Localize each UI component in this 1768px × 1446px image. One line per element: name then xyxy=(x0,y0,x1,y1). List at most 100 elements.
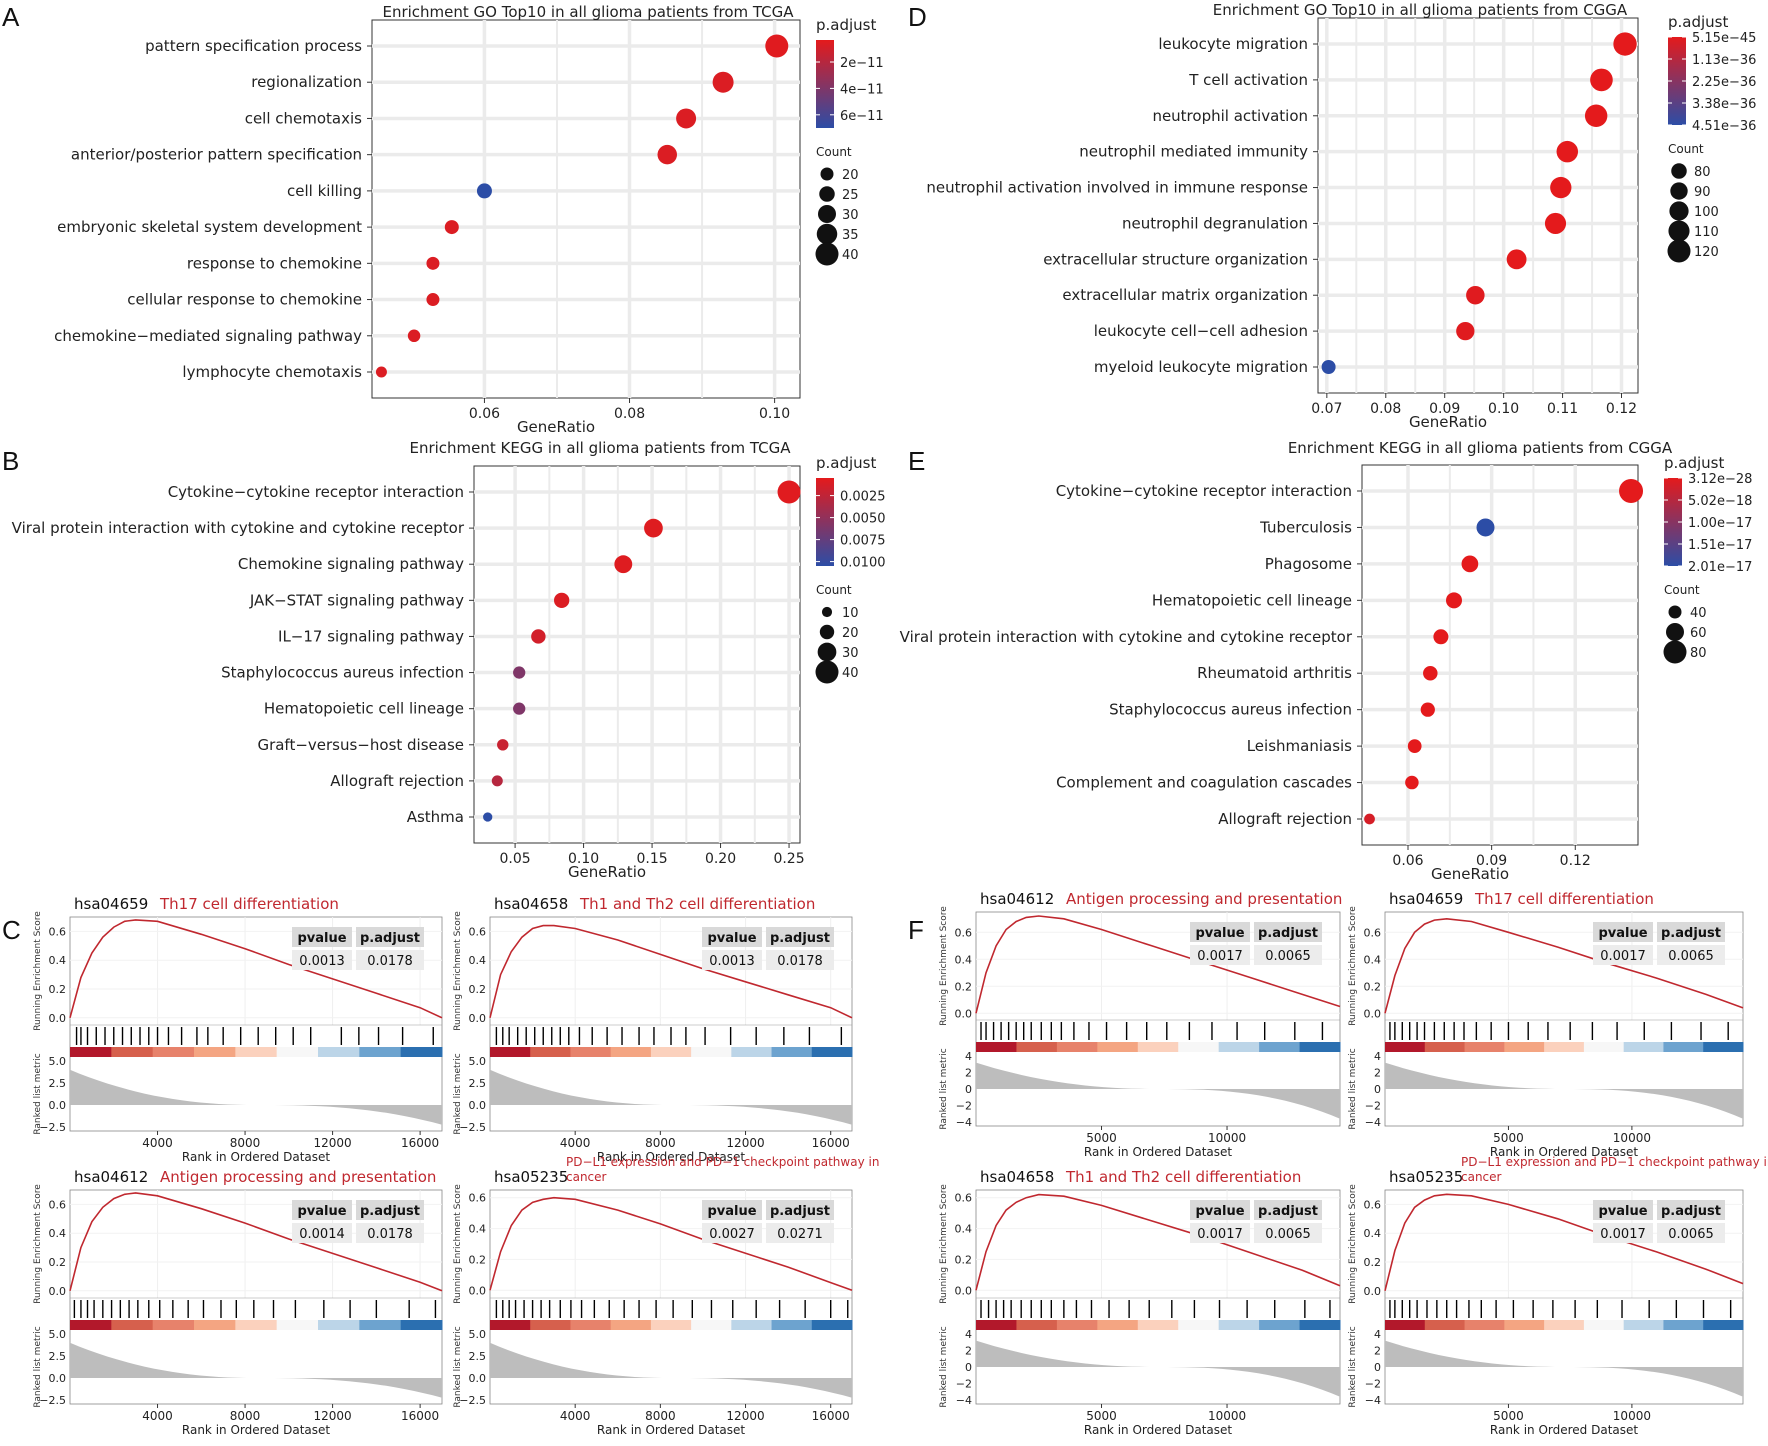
term-label-extracellular-structure-organization: extracellular structure organization xyxy=(1043,250,1308,268)
rank-color-segment xyxy=(111,1320,154,1330)
dot-cell-chemotaxis xyxy=(676,108,697,129)
dot-complement-and-coagulation-cascades xyxy=(1405,775,1419,790)
color-legend-bar xyxy=(1664,478,1682,566)
dot-graft-versus-host-disease xyxy=(497,739,509,751)
x-tick-label: 0.12 xyxy=(1560,853,1591,869)
y-axis-label-score: Running Enrichment Score xyxy=(939,1184,949,1304)
x-tick-label: 0.15 xyxy=(636,851,667,867)
ranked-metric-area xyxy=(1385,1340,1743,1397)
padjust-value: 0.0178 xyxy=(777,954,823,969)
padjust-header-cell xyxy=(766,927,834,947)
x-axis-label: Rank in Ordered Dataset xyxy=(1490,1423,1638,1437)
size-legend-dot xyxy=(1667,239,1691,263)
x-tick-label: 12000 xyxy=(313,1136,351,1150)
enrichment-curve xyxy=(489,1196,853,1292)
metric-tick-label: 4 xyxy=(965,1328,972,1341)
gene-set-name: Th1 and Th2 cell differentiation xyxy=(579,895,815,913)
x-axis-label: GeneRatio xyxy=(517,418,595,436)
x-tick-label: 10000 xyxy=(1613,1409,1651,1423)
metric-tick-label: 0 xyxy=(965,1083,972,1096)
dot-cell-killing xyxy=(476,183,492,199)
term-label-hematopoietic-cell-lineage: Hematopoietic cell lineage xyxy=(264,700,464,718)
pvalue-value-cell xyxy=(702,950,762,970)
ranked-metric-area xyxy=(1385,1062,1743,1119)
gene-set-name: Th1 and Th2 cell differentiation xyxy=(1065,1168,1301,1186)
rank-color-segment xyxy=(570,1047,612,1057)
panel-label-a: A xyxy=(2,2,20,32)
x-axis-label: Rank in Ordered Dataset xyxy=(182,1423,330,1437)
size-legend-dot xyxy=(817,642,837,662)
rank-color-segment xyxy=(276,1047,319,1057)
metric-tick-label: 0 xyxy=(1374,1083,1381,1096)
padjust-value-cell xyxy=(766,1223,834,1243)
rank-color-segment xyxy=(570,1320,612,1330)
dot-viral-protein-interaction-with-cytokine-and-cytokine-receptor xyxy=(1433,629,1449,645)
rank-color-segment xyxy=(1137,1320,1179,1330)
plot-panel xyxy=(473,465,801,844)
rank-color-segment xyxy=(70,1320,112,1330)
color-legend-label: 1.13e−36 xyxy=(1692,53,1756,68)
color-legend-label: 1.00e−17 xyxy=(1688,516,1752,531)
score-tick-label: 0.6 xyxy=(49,1198,67,1211)
metric-tick-label: 2.5 xyxy=(469,1077,487,1090)
term-label-chemokine-signaling-pathway: Chemokine signaling pathway xyxy=(238,555,464,573)
padjust-value-cell xyxy=(356,1223,424,1243)
padjust-value-cell xyxy=(1254,1223,1322,1243)
rank-color-segment xyxy=(1583,1320,1625,1330)
x-tick-label: 12000 xyxy=(726,1136,764,1150)
metric-tick-label: −4 xyxy=(1365,1394,1381,1407)
score-tick-label: 0.2 xyxy=(469,1253,487,1266)
metric-tick-label: −2 xyxy=(956,1378,972,1391)
term-label-neutrophil-activation-involved-in-immune-response: neutrophil activation involved in immune… xyxy=(926,179,1308,197)
term-label-cell-killing: cell killing xyxy=(287,182,362,200)
gene-set-name: cancer xyxy=(1461,1170,1502,1184)
score-tick-label: 0.4 xyxy=(49,1227,67,1240)
term-label-staphylococcus-aureus-infection: Staphylococcus aureus infection xyxy=(1109,701,1352,719)
rank-color-segment xyxy=(490,1047,531,1057)
padjust-value-cell xyxy=(766,950,834,970)
color-legend-label: 0.0075 xyxy=(840,534,886,549)
dot-t-cell-activation xyxy=(1590,68,1613,92)
term-label-hematopoietic-cell-lineage: Hematopoietic cell lineage xyxy=(1152,591,1352,609)
x-tick-label: 5000 xyxy=(1086,1409,1117,1423)
color-legend-label: 3.38e−36 xyxy=(1692,97,1756,112)
score-tick-label: 0.6 xyxy=(955,1192,973,1205)
padjust-value-cell xyxy=(1657,945,1725,965)
color-legend-bar xyxy=(1668,37,1686,125)
pvalue-value-cell xyxy=(1190,1223,1250,1243)
term-label-chemokine-mediated-signaling-pathway: chemokine−mediated signaling pathway xyxy=(54,327,362,345)
dot-pattern-specification-process xyxy=(765,34,789,58)
plot-panel xyxy=(371,19,801,399)
metric-tick-label: 0.0 xyxy=(469,1372,487,1385)
x-tick-label: 4000 xyxy=(142,1136,173,1150)
gene-set-id: hsa04659 xyxy=(74,895,148,913)
enrichment-curve xyxy=(975,1193,1341,1291)
rank-color-segment xyxy=(650,1047,692,1057)
metric-tick-label: −4 xyxy=(956,1116,972,1129)
x-tick-label: 0.20 xyxy=(705,851,736,867)
x-axis-label: Rank in Ordered Dataset xyxy=(1084,1423,1232,1437)
rank-color-segment xyxy=(1583,1042,1625,1052)
metric-tick-label: 0 xyxy=(1374,1361,1381,1374)
rank-color-segment xyxy=(610,1320,652,1330)
padjust-header: p.adjust xyxy=(1661,1204,1721,1219)
pvalue-value-cell xyxy=(702,1223,762,1243)
dot-regionalization xyxy=(712,71,734,93)
term-label-rheumatoid-arthritis: Rheumatoid arthritis xyxy=(1197,664,1352,682)
pvalue-header-cell xyxy=(1190,922,1250,942)
padjust-value: 0.0065 xyxy=(1668,1227,1714,1242)
pvalue-value-cell xyxy=(1190,945,1250,965)
x-tick-label: 0.05 xyxy=(500,851,531,867)
score-tick-label: 0.0 xyxy=(49,1012,67,1025)
dot-chemokine-mediated-signaling-pathway xyxy=(407,329,421,343)
score-tick-label: 0.2 xyxy=(1364,1256,1382,1269)
score-tick-label: 0.4 xyxy=(469,954,487,967)
y-axis-label-score: Running Enrichment Score xyxy=(939,906,949,1026)
x-tick-label: 0.09 xyxy=(1429,401,1460,417)
padjust-header: p.adjust xyxy=(770,1204,830,1219)
size-legend-label: 10 xyxy=(842,606,859,621)
size-legend-dot xyxy=(815,660,839,684)
y-axis-label-score: Running Enrichment Score xyxy=(1348,906,1358,1026)
pvalue-header-cell xyxy=(1593,922,1653,942)
